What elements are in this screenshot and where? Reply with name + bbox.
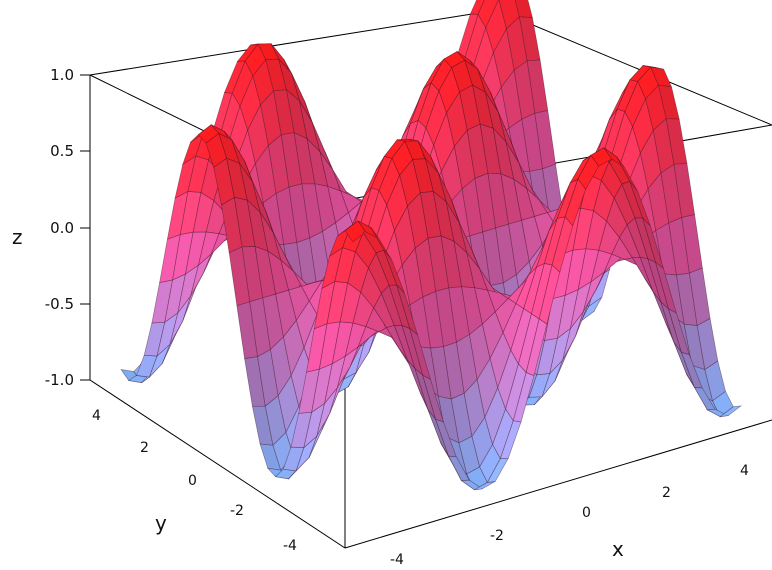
- y-tick-label: -2: [230, 503, 244, 519]
- x-axis: -4 -2 0 2 4 x: [390, 463, 749, 568]
- x-tick-label: 0: [582, 505, 591, 521]
- surface-patch: [477, 0, 499, 29]
- z-tick-label: -0.5: [45, 295, 74, 313]
- x-tick-label: -2: [490, 528, 504, 544]
- x-tick-label: -4: [390, 552, 404, 568]
- z-axis: 1.0 0.5 0.0 -0.5 -1.0 z: [12, 66, 90, 389]
- z-axis-title: z: [12, 225, 23, 249]
- z-tick-label: 0.0: [50, 219, 74, 237]
- box-front: [89, 379, 772, 549]
- surface-patch: [514, 0, 533, 18]
- y-axis: 4 2 0 -2 -4 y: [92, 408, 297, 554]
- x-tick-label: 4: [740, 463, 749, 479]
- y-tick-label: -4: [283, 538, 297, 554]
- y-tick-label: 0: [188, 473, 197, 489]
- surface-patch: [643, 65, 664, 70]
- y-tick-label: 2: [140, 440, 149, 456]
- surface-patch: [719, 405, 743, 418]
- surface-patch: [580, 296, 603, 322]
- z-tick-label: -1.0: [45, 371, 74, 389]
- z-tick-label: 1.0: [50, 66, 74, 84]
- y-axis-title: y: [155, 511, 167, 535]
- surface-patch: [469, 0, 485, 15]
- z-tick-label: 0.5: [50, 142, 74, 160]
- y-tick-label: 4: [92, 408, 101, 424]
- surface-patch: [485, 0, 507, 54]
- x-tick-label: 2: [662, 485, 671, 501]
- surface-patch: [681, 214, 703, 274]
- surface-mesh: [120, 0, 743, 491]
- surface-patch: [650, 66, 673, 88]
- x-axis-title: x: [612, 537, 624, 561]
